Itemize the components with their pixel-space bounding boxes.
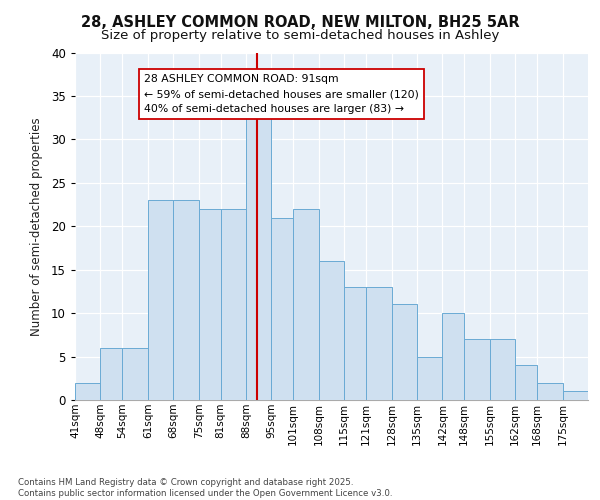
Y-axis label: Number of semi-detached properties: Number of semi-detached properties [30,117,43,336]
Text: Size of property relative to semi-detached houses in Ashley: Size of property relative to semi-detach… [101,29,499,42]
Bar [464,339,490,400]
Bar [442,313,464,400]
Bar [344,287,366,400]
Bar [246,114,271,400]
Bar [100,348,122,400]
Bar [366,287,392,400]
Bar [148,200,173,400]
Bar [563,392,588,400]
Bar [75,382,100,400]
Bar [417,356,442,400]
Bar [392,304,417,400]
Bar [271,218,293,400]
Text: Contains HM Land Registry data © Crown copyright and database right 2025.
Contai: Contains HM Land Registry data © Crown c… [18,478,392,498]
Bar [199,209,221,400]
Text: 28 ASHLEY COMMON ROAD: 91sqm
← 59% of semi-detached houses are smaller (120)
40%: 28 ASHLEY COMMON ROAD: 91sqm ← 59% of se… [144,74,419,114]
Text: 28, ASHLEY COMMON ROAD, NEW MILTON, BH25 5AR: 28, ASHLEY COMMON ROAD, NEW MILTON, BH25… [80,15,520,30]
Bar [173,200,199,400]
Bar [221,209,246,400]
Bar [122,348,148,400]
Bar [490,339,515,400]
Bar [537,382,563,400]
Bar [319,261,344,400]
Bar [515,365,537,400]
Bar [293,209,319,400]
